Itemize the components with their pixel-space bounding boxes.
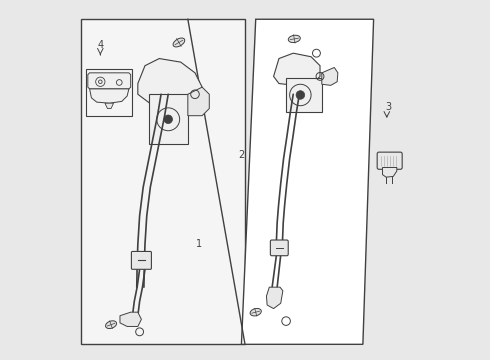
Text: 4: 4: [97, 40, 103, 50]
FancyBboxPatch shape: [270, 240, 288, 256]
Polygon shape: [88, 73, 131, 89]
FancyBboxPatch shape: [86, 69, 132, 116]
FancyBboxPatch shape: [377, 152, 402, 169]
FancyBboxPatch shape: [81, 19, 245, 344]
Ellipse shape: [288, 35, 300, 42]
Circle shape: [296, 91, 305, 99]
FancyBboxPatch shape: [148, 94, 188, 144]
Ellipse shape: [173, 38, 185, 47]
Text: 3: 3: [385, 102, 391, 112]
Polygon shape: [120, 312, 142, 327]
FancyBboxPatch shape: [286, 78, 322, 112]
Ellipse shape: [105, 321, 117, 329]
Polygon shape: [267, 287, 283, 309]
Polygon shape: [105, 103, 114, 109]
Polygon shape: [90, 89, 129, 103]
Polygon shape: [322, 67, 338, 85]
Polygon shape: [188, 87, 209, 116]
Polygon shape: [273, 53, 320, 85]
Polygon shape: [138, 59, 202, 109]
FancyBboxPatch shape: [131, 251, 151, 269]
Circle shape: [164, 115, 172, 123]
Text: 2: 2: [238, 150, 245, 160]
Ellipse shape: [250, 309, 261, 316]
Polygon shape: [383, 167, 397, 177]
Text: 1: 1: [196, 239, 201, 249]
Polygon shape: [242, 19, 373, 344]
